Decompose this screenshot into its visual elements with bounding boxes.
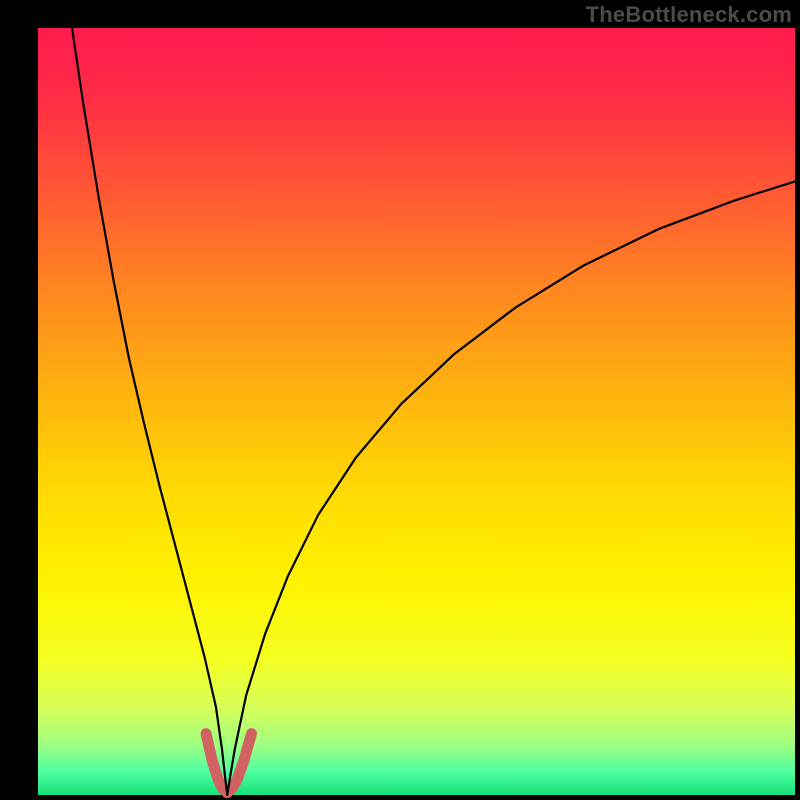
plot-background-gradient xyxy=(38,28,795,795)
chart-container: TheBottleneck.com xyxy=(0,0,800,800)
bottleneck-curve-chart xyxy=(0,0,800,800)
